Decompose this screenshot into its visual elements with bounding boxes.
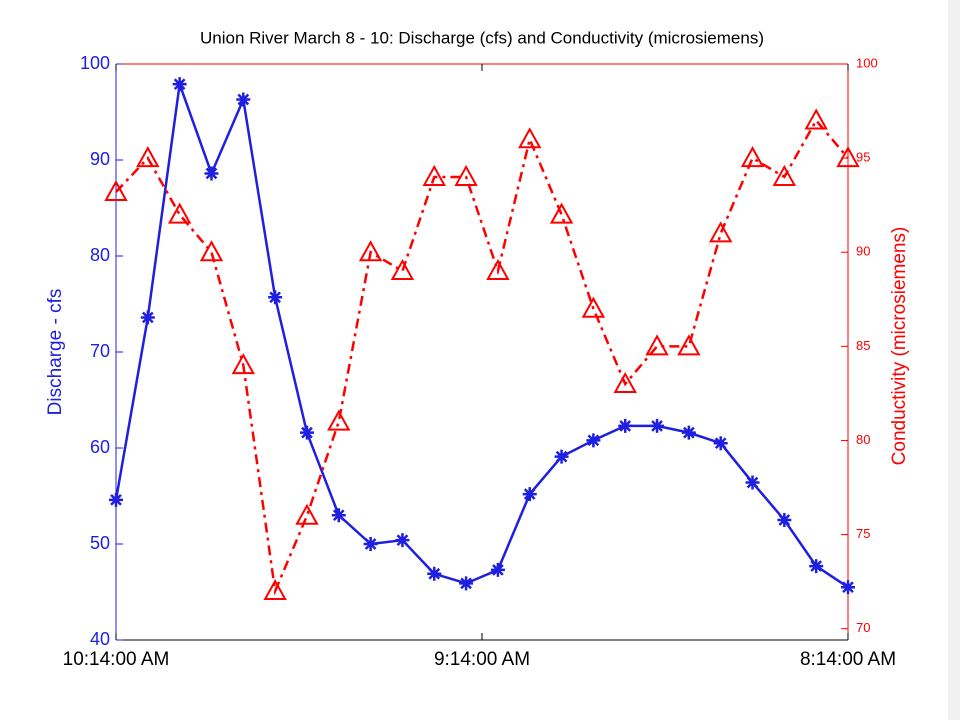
y-tick-label: 100 xyxy=(80,53,110,73)
triangle-marker xyxy=(677,334,701,356)
triangle-marker xyxy=(518,127,542,149)
triangle-marker xyxy=(836,146,860,168)
asterisk-marker xyxy=(618,418,633,433)
x-tick-label: 10:14:00 AM xyxy=(63,649,170,670)
asterisk-marker xyxy=(363,537,378,551)
series-line xyxy=(115,118,849,596)
y-axis-label: Discharge - cfs xyxy=(45,289,66,416)
y2-tick-label: 100 xyxy=(856,55,878,70)
triangle-marker xyxy=(772,164,797,186)
triangle-marker xyxy=(581,296,606,318)
series-line xyxy=(114,83,849,589)
y-tick-label: 60 xyxy=(90,437,110,457)
triangle-marker xyxy=(263,578,287,601)
asterisk-marker xyxy=(395,533,410,548)
asterisk-marker xyxy=(204,166,219,181)
asterisk-marker xyxy=(809,559,824,574)
y2-tick-label: 95 xyxy=(856,150,870,165)
triangle-marker xyxy=(804,108,828,130)
triangle-marker xyxy=(104,179,128,201)
asterisk-marker xyxy=(331,508,346,523)
asterisk-marker xyxy=(650,418,665,433)
triangle-marker xyxy=(645,334,669,356)
y-tick-label: 80 xyxy=(90,245,110,265)
asterisk-marker xyxy=(490,562,505,577)
asterisk-marker xyxy=(841,580,855,595)
asterisk-marker xyxy=(745,475,760,490)
x-tick-label: 8:14:00 AM xyxy=(800,649,896,670)
asterisk-marker xyxy=(109,492,123,507)
asterisk-marker xyxy=(777,513,792,527)
y-tick-label: 70 xyxy=(90,341,110,361)
triangle-marker xyxy=(199,240,224,262)
y2-tick-label: 90 xyxy=(856,244,870,259)
chart-title: Union River March 8 - 10: Discharge (cfs… xyxy=(200,28,764,47)
y-tick-label: 50 xyxy=(90,533,110,553)
asterisk-marker xyxy=(586,433,601,448)
triangle-marker xyxy=(167,202,192,224)
asterisk-marker xyxy=(522,487,537,502)
asterisk-marker xyxy=(554,449,569,464)
asterisk-marker xyxy=(427,566,442,581)
y2-tick-label: 75 xyxy=(856,526,870,541)
asterisk-marker xyxy=(459,576,474,591)
asterisk-marker xyxy=(299,425,314,440)
y-tick-label: 40 xyxy=(90,629,110,649)
triangle-marker xyxy=(136,146,160,168)
y2-tick-label: 80 xyxy=(856,432,870,447)
triangle-marker xyxy=(327,409,351,431)
asterisk-marker xyxy=(681,425,696,440)
y2-tick-label: 85 xyxy=(856,338,870,353)
triangle-marker xyxy=(549,202,574,224)
triangle-marker xyxy=(295,503,319,525)
y2-tick-label: 70 xyxy=(856,620,870,635)
triangle-marker xyxy=(422,164,446,186)
triangle-marker xyxy=(486,258,510,281)
triangle-marker xyxy=(231,353,256,375)
asterisk-marker xyxy=(268,290,283,305)
triangle-marker xyxy=(390,258,415,281)
triangle-marker xyxy=(740,146,765,168)
asterisk-marker xyxy=(236,92,251,107)
asterisk-marker xyxy=(172,77,187,92)
triangle-marker xyxy=(708,221,733,243)
side-strip xyxy=(948,0,960,720)
y-tick-label: 90 xyxy=(90,149,110,169)
asterisk-marker xyxy=(140,310,155,325)
triangle-marker xyxy=(358,240,383,262)
triangle-marker xyxy=(454,164,478,186)
asterisk-marker xyxy=(713,436,728,451)
y2-axis-label: Conductivity (microsiemens) xyxy=(889,227,910,466)
x-tick-label: 9:14:00 AM xyxy=(434,649,530,670)
triangle-marker xyxy=(613,371,637,393)
